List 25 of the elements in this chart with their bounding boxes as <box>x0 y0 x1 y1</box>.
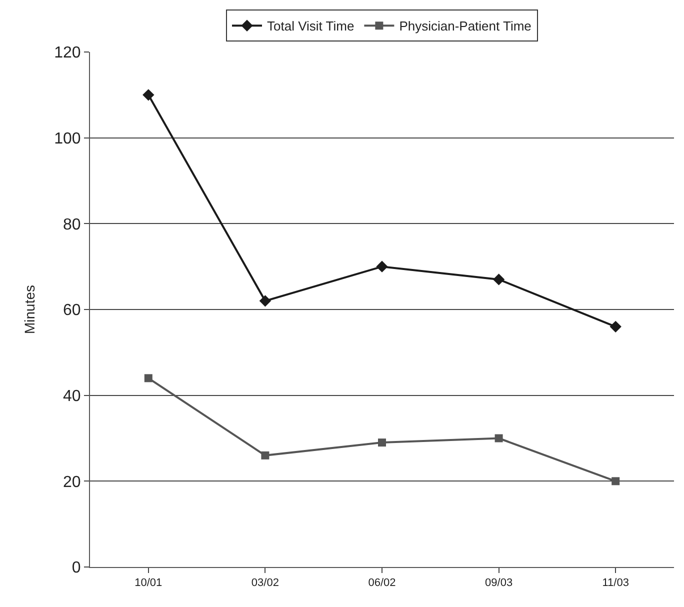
y-tick-label: 60 <box>63 302 81 320</box>
point <box>376 260 388 272</box>
x-tick-label: 06/02 <box>368 577 396 590</box>
legend-label: Physician-Patient Time <box>399 18 532 34</box>
point <box>610 320 622 333</box>
x-tick-label: 03/02 <box>251 577 279 590</box>
legend-label: Total Visit Time <box>267 18 354 34</box>
point <box>378 438 386 447</box>
y-tick-label: 40 <box>63 388 81 405</box>
y-axis-title: Minutes <box>22 284 38 334</box>
point <box>261 451 270 460</box>
point <box>612 477 620 486</box>
y-tick-label: 80 <box>63 216 81 234</box>
y-tick-label: 100 <box>54 130 81 148</box>
x-tick-label: 10/01 <box>134 577 162 590</box>
point <box>142 89 154 101</box>
point <box>259 295 272 307</box>
y-tick-label: 20 <box>63 474 81 491</box>
point <box>492 274 505 286</box>
y-tick-label: 120 <box>54 44 81 62</box>
point <box>144 374 152 382</box>
x-tick-label: 09/03 <box>485 577 513 590</box>
x-tick-label: 11/03 <box>602 577 629 590</box>
point <box>494 434 503 442</box>
y-tick-label: 0 <box>72 560 81 577</box>
